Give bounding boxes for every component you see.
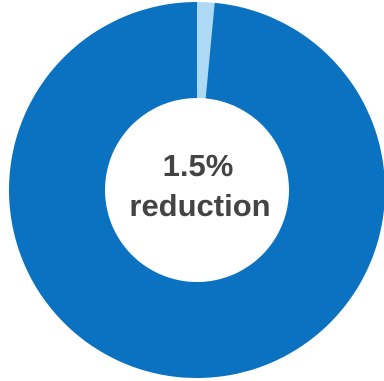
center-label: reduction — [129, 188, 270, 223]
donut-segment — [197, 2, 215, 99]
value-label: 1.5% — [163, 148, 234, 183]
donut-segment — [9, 2, 384, 378]
